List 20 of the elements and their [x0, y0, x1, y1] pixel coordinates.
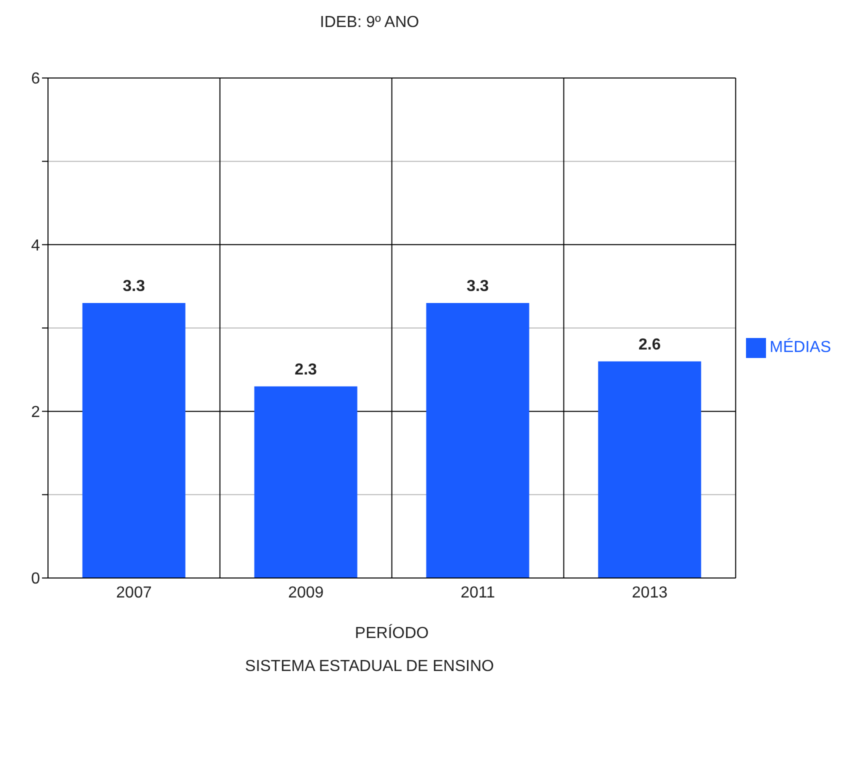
bar: [82, 303, 186, 578]
y-tick-label: 0: [31, 570, 40, 588]
legend-label: MÉDIAS: [770, 339, 831, 356]
bar: [254, 386, 358, 578]
data-label: 2.3: [294, 361, 318, 378]
bar: [426, 303, 530, 578]
x-tick-label: 2007: [116, 584, 152, 602]
x-tick-label: 2009: [288, 584, 324, 602]
bar: [598, 361, 702, 578]
x-axis-title: PERÍODO: [354, 624, 429, 642]
y-tick-label: 4: [31, 237, 40, 254]
data-label: 3.3: [466, 278, 489, 295]
x-tick-label: 2013: [632, 584, 668, 602]
y-tick-label: 6: [31, 70, 40, 88]
y-tick-label: 2: [31, 404, 40, 422]
data-label: 2.6: [638, 336, 661, 354]
data-label: 3.3: [122, 278, 146, 295]
text: SISTEMA ESTADUAL DE ENSINO: [244, 658, 495, 676]
chart-title: IDEB: 9º ANO: [318, 13, 420, 33]
x-tick-label: 2011: [460, 584, 496, 602]
